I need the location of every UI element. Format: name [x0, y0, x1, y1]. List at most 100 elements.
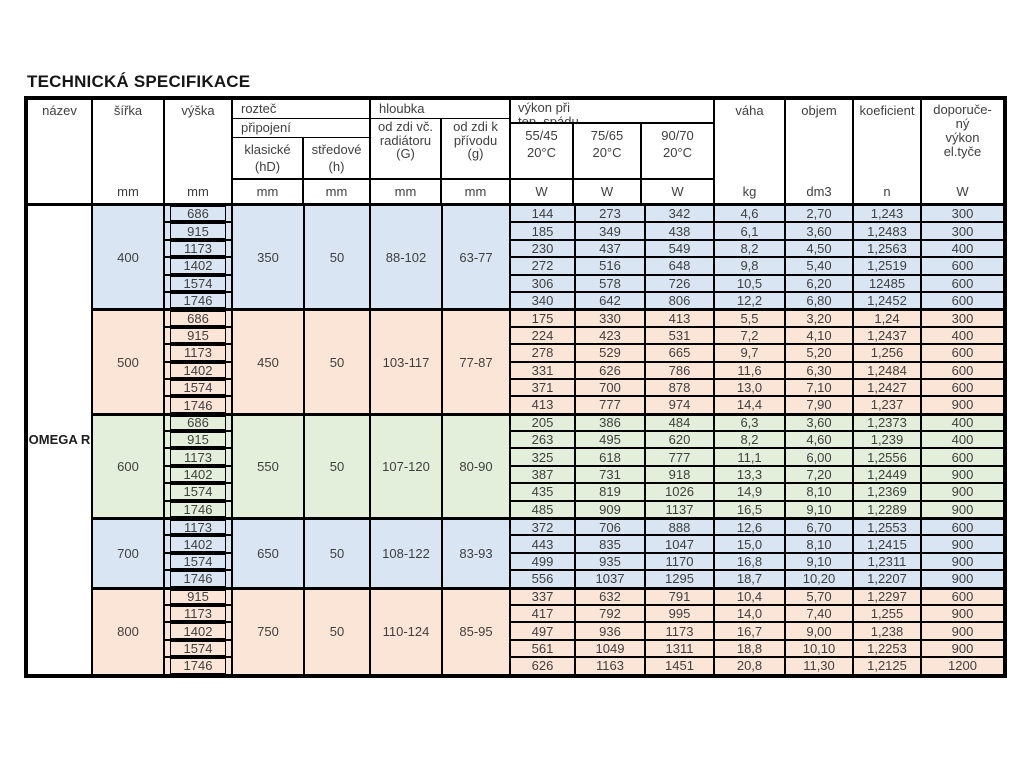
- recommended-power-cell: 400: [921, 413, 1004, 432]
- power-9070-cell: 888: [645, 518, 714, 536]
- header-od-zdi-k-l3: (g): [467, 146, 484, 161]
- header-sirka-label: šířka: [113, 103, 143, 118]
- coefficient-cell: 1,2207: [853, 570, 921, 588]
- power-5545-cell: 497: [510, 622, 575, 640]
- height-value: 1402: [170, 362, 226, 378]
- height-value: 915: [170, 327, 226, 344]
- recommended-power-cell: 900: [921, 570, 1004, 588]
- pitch-central-cell: 50: [304, 205, 370, 310]
- header-doporucene-l4: el.tyče: [943, 144, 982, 159]
- recommended-power-cell: 900: [921, 552, 1004, 571]
- weight-cell: 16,5: [714, 500, 785, 519]
- coefficient-cell: 1,239: [853, 431, 921, 449]
- height-cell: 1173: [164, 518, 232, 536]
- volume-cell: 6,00: [785, 448, 853, 466]
- height-value: 1173: [170, 449, 226, 465]
- coefficient-cell: 1,2369: [853, 483, 921, 501]
- header-koeficient-unit: n: [883, 184, 891, 199]
- volume-cell: 5,20: [785, 344, 853, 362]
- height-value: 915: [170, 589, 226, 604]
- pitch-classic-cell: 650: [232, 518, 304, 588]
- recommended-power-cell: 900: [921, 639, 1004, 658]
- power-9070-cell: 648: [645, 257, 714, 275]
- coefficient-cell: 1,2373: [853, 413, 921, 432]
- power-5545-cell: 263: [510, 431, 575, 449]
- power-5545-cell: 230: [510, 239, 575, 258]
- recommended-power-cell: 600: [921, 257, 1004, 275]
- recommended-power-cell: 400: [921, 239, 1004, 258]
- header-stredove-l1: středové: [311, 142, 362, 157]
- height-value: 1173: [170, 345, 226, 361]
- power-5545-cell: 278: [510, 344, 575, 362]
- weight-cell: 4,6: [714, 205, 785, 223]
- coefficient-cell: 1,237: [853, 396, 921, 414]
- power-9070-cell: 620: [645, 431, 714, 449]
- header-doporucene-label: doporuče- ný výkon el.tyče: [933, 103, 992, 159]
- volume-cell: 4,60: [785, 431, 853, 449]
- header-nazev: název: [27, 99, 92, 205]
- recommended-power-cell: 900: [921, 604, 1004, 623]
- recommended-power-cell: 900: [921, 483, 1004, 501]
- header-stredove-l2: (h): [328, 159, 345, 174]
- pitch-classic-cell: 550: [232, 413, 304, 519]
- volume-cell: 3,20: [785, 309, 853, 327]
- header-t9070-temp: 20°C: [662, 145, 693, 160]
- header-t7565-label: 75/65: [590, 128, 624, 143]
- header-objem-unit: dm3: [806, 184, 832, 199]
- coefficient-cell: 1,2483: [853, 222, 921, 240]
- height-cell: 915: [164, 431, 232, 449]
- pitch-central-cell: 50: [304, 309, 370, 414]
- height-value: 1574: [170, 275, 226, 291]
- height-value: 1574: [170, 379, 226, 396]
- header-klasicke-l1: klasické: [244, 142, 291, 157]
- coefficient-cell: 1,238: [853, 622, 921, 640]
- volume-cell: 8,10: [785, 483, 853, 501]
- height-value: 686: [170, 415, 226, 431]
- height-value: 1173: [170, 520, 226, 535]
- height-value: 915: [170, 432, 226, 448]
- header-vykon-block: výkon při tep. spádu 55/45 20°C 75/65 20…: [510, 99, 714, 205]
- volume-cell: 10,10: [785, 639, 853, 658]
- weight-cell: 20,8: [714, 657, 785, 675]
- coefficient-cell: 1,2484: [853, 361, 921, 379]
- volume-cell: 5,40: [785, 257, 853, 275]
- height-value: 1402: [170, 623, 226, 639]
- coefficient-cell: 12485: [853, 274, 921, 292]
- power-5545-cell: 561: [510, 639, 575, 658]
- power-7565-cell: 1163: [575, 657, 645, 675]
- header-t5545-label: 55/45: [525, 128, 558, 143]
- header-doporucene-unit: W: [956, 184, 969, 199]
- power-7565-cell: 330: [575, 309, 645, 327]
- height-value: 1574: [170, 640, 226, 657]
- power-9070-cell: 342: [645, 205, 714, 223]
- power-5545-cell: 306: [510, 274, 575, 292]
- power-7565-cell: 792: [575, 604, 645, 623]
- power-5545-cell: 485: [510, 500, 575, 519]
- height-cell: 1402: [164, 257, 232, 275]
- weight-cell: 5,5: [714, 309, 785, 327]
- weight-cell: 7,2: [714, 326, 785, 345]
- header-koeficient: koeficient n: [853, 99, 921, 205]
- height-cell: 1402: [164, 465, 232, 484]
- power-9070-cell: 786: [645, 361, 714, 379]
- power-5545-cell: 224: [510, 326, 575, 345]
- header-sirka-unit: mm: [117, 184, 139, 199]
- power-9070-cell: 438: [645, 222, 714, 240]
- depth-from-wall-supply-cell: 80-90: [442, 413, 510, 519]
- power-9070-cell: 1311: [645, 639, 714, 658]
- height-cell: 686: [164, 413, 232, 432]
- weight-cell: 6,1: [714, 222, 785, 240]
- volume-cell: 10,20: [785, 570, 853, 588]
- recommended-power-cell: 600: [921, 587, 1004, 605]
- height-value: 1402: [170, 536, 226, 552]
- header-klasicke-unit: mm: [233, 180, 304, 203]
- power-9070-cell: 413: [645, 309, 714, 327]
- height-cell: 1746: [164, 657, 232, 675]
- pitch-central-cell: 50: [304, 413, 370, 519]
- weight-cell: 14,4: [714, 396, 785, 414]
- recommended-power-cell: 900: [921, 500, 1004, 519]
- weight-cell: 15,0: [714, 535, 785, 553]
- power-5545-cell: 499: [510, 552, 575, 571]
- weight-cell: 6,3: [714, 413, 785, 432]
